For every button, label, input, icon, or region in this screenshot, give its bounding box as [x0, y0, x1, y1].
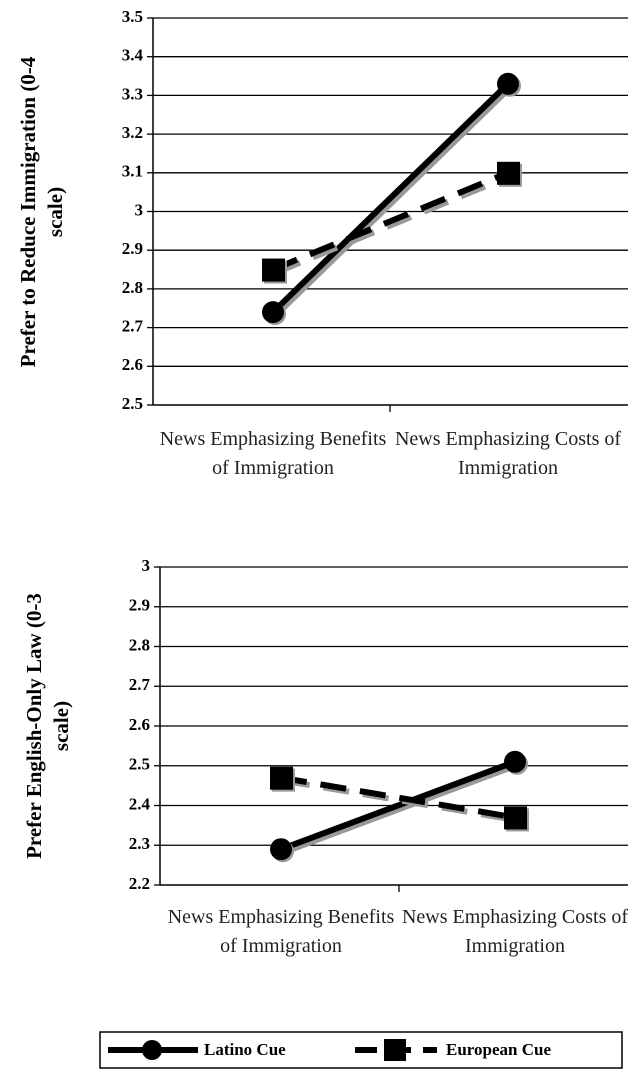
y-tick-label: 3.5: [122, 7, 143, 26]
y-tick-label: 2.7: [122, 317, 144, 336]
legend-label: European Cue: [446, 1040, 551, 1059]
y-tick-label: 2.6: [129, 715, 150, 734]
y-tick-label: 3.2: [122, 123, 143, 142]
x-tick-label: News Emphasizing Benefits of Immigration: [159, 428, 387, 479]
y-tick-label: 3.4: [122, 46, 144, 65]
y-axis-title: Prefer to Reduce Immigration (0-4 scale): [16, 56, 67, 367]
y-tick-label: 2.7: [129, 675, 151, 694]
y-tick-label: 3.1: [122, 162, 143, 181]
y-tick-label: 2.9: [122, 239, 143, 258]
y-tick-label: 2.8: [129, 635, 150, 654]
marker: [270, 766, 293, 790]
y-tick-label: 2.9: [129, 596, 150, 615]
y-tick-label: 2.5: [122, 394, 143, 413]
x-tick-label: News Emphasizing Costs of Immigration: [401, 906, 629, 957]
legend-marker: [384, 1039, 406, 1061]
series-line: [270, 81, 511, 315]
series-shadow: [273, 84, 514, 318]
marker: [262, 258, 285, 282]
series-shadow: [274, 173, 513, 276]
y-tick-label: 3: [142, 556, 151, 575]
x-tick-label: News Emphasizing Costs of Immigration: [394, 428, 622, 479]
marker: [262, 301, 284, 324]
y-tick-label: 2.4: [129, 794, 151, 813]
y-tick-label: 3: [135, 200, 144, 219]
marker: [497, 161, 520, 185]
series-shadow: [282, 761, 520, 856]
y-tick-label: 3.3: [122, 84, 143, 103]
marker: [270, 838, 292, 861]
y-tick-label: 2.2: [129, 874, 150, 893]
y-axis-title: Prefer English-Only Law (0-3 scale): [22, 593, 73, 859]
series-line: [279, 758, 517, 853]
y-tick-label: 2.5: [129, 755, 150, 774]
y-tick-label: 2.3: [129, 834, 150, 853]
legend-marker: [142, 1040, 162, 1060]
y-tick-label: 2.6: [122, 355, 143, 374]
marker: [504, 806, 527, 830]
legend-label: Latino Cue: [204, 1040, 286, 1059]
x-tick-label: News Emphasizing Benefits of Immigration: [167, 906, 395, 957]
marker: [497, 72, 519, 95]
marker: [504, 750, 526, 773]
series-line: [271, 170, 510, 273]
y-tick-label: 2.8: [122, 278, 143, 297]
